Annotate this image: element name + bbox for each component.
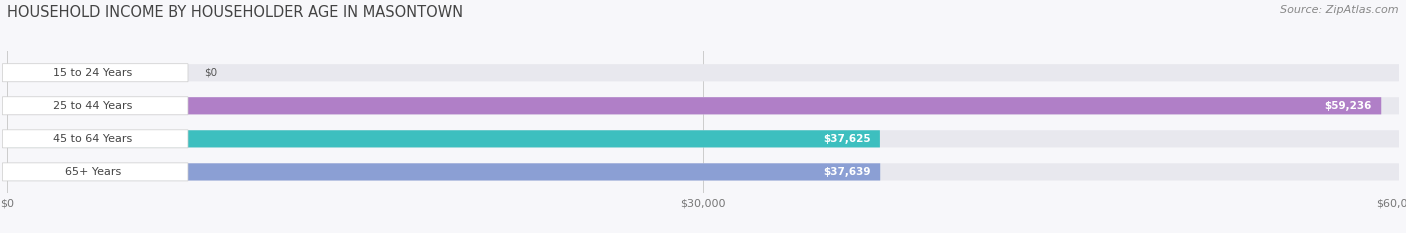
Text: $59,236: $59,236 [1324,101,1372,111]
FancyBboxPatch shape [7,64,1399,81]
Text: 15 to 24 Years: 15 to 24 Years [53,68,132,78]
FancyBboxPatch shape [3,97,188,115]
FancyBboxPatch shape [7,97,1399,114]
FancyBboxPatch shape [3,163,188,181]
Text: $0: $0 [204,68,218,78]
FancyBboxPatch shape [7,130,1399,147]
FancyBboxPatch shape [7,163,880,181]
FancyBboxPatch shape [3,130,188,148]
Text: 25 to 44 Years: 25 to 44 Years [53,101,132,111]
Text: 65+ Years: 65+ Years [65,167,121,177]
FancyBboxPatch shape [7,163,1399,181]
FancyBboxPatch shape [3,64,188,82]
FancyBboxPatch shape [7,130,880,147]
Text: $37,625: $37,625 [823,134,870,144]
Text: $37,639: $37,639 [824,167,870,177]
Text: HOUSEHOLD INCOME BY HOUSEHOLDER AGE IN MASONTOWN: HOUSEHOLD INCOME BY HOUSEHOLDER AGE IN M… [7,5,463,20]
Text: 45 to 64 Years: 45 to 64 Years [53,134,132,144]
Text: Source: ZipAtlas.com: Source: ZipAtlas.com [1281,5,1399,15]
FancyBboxPatch shape [7,97,1381,114]
